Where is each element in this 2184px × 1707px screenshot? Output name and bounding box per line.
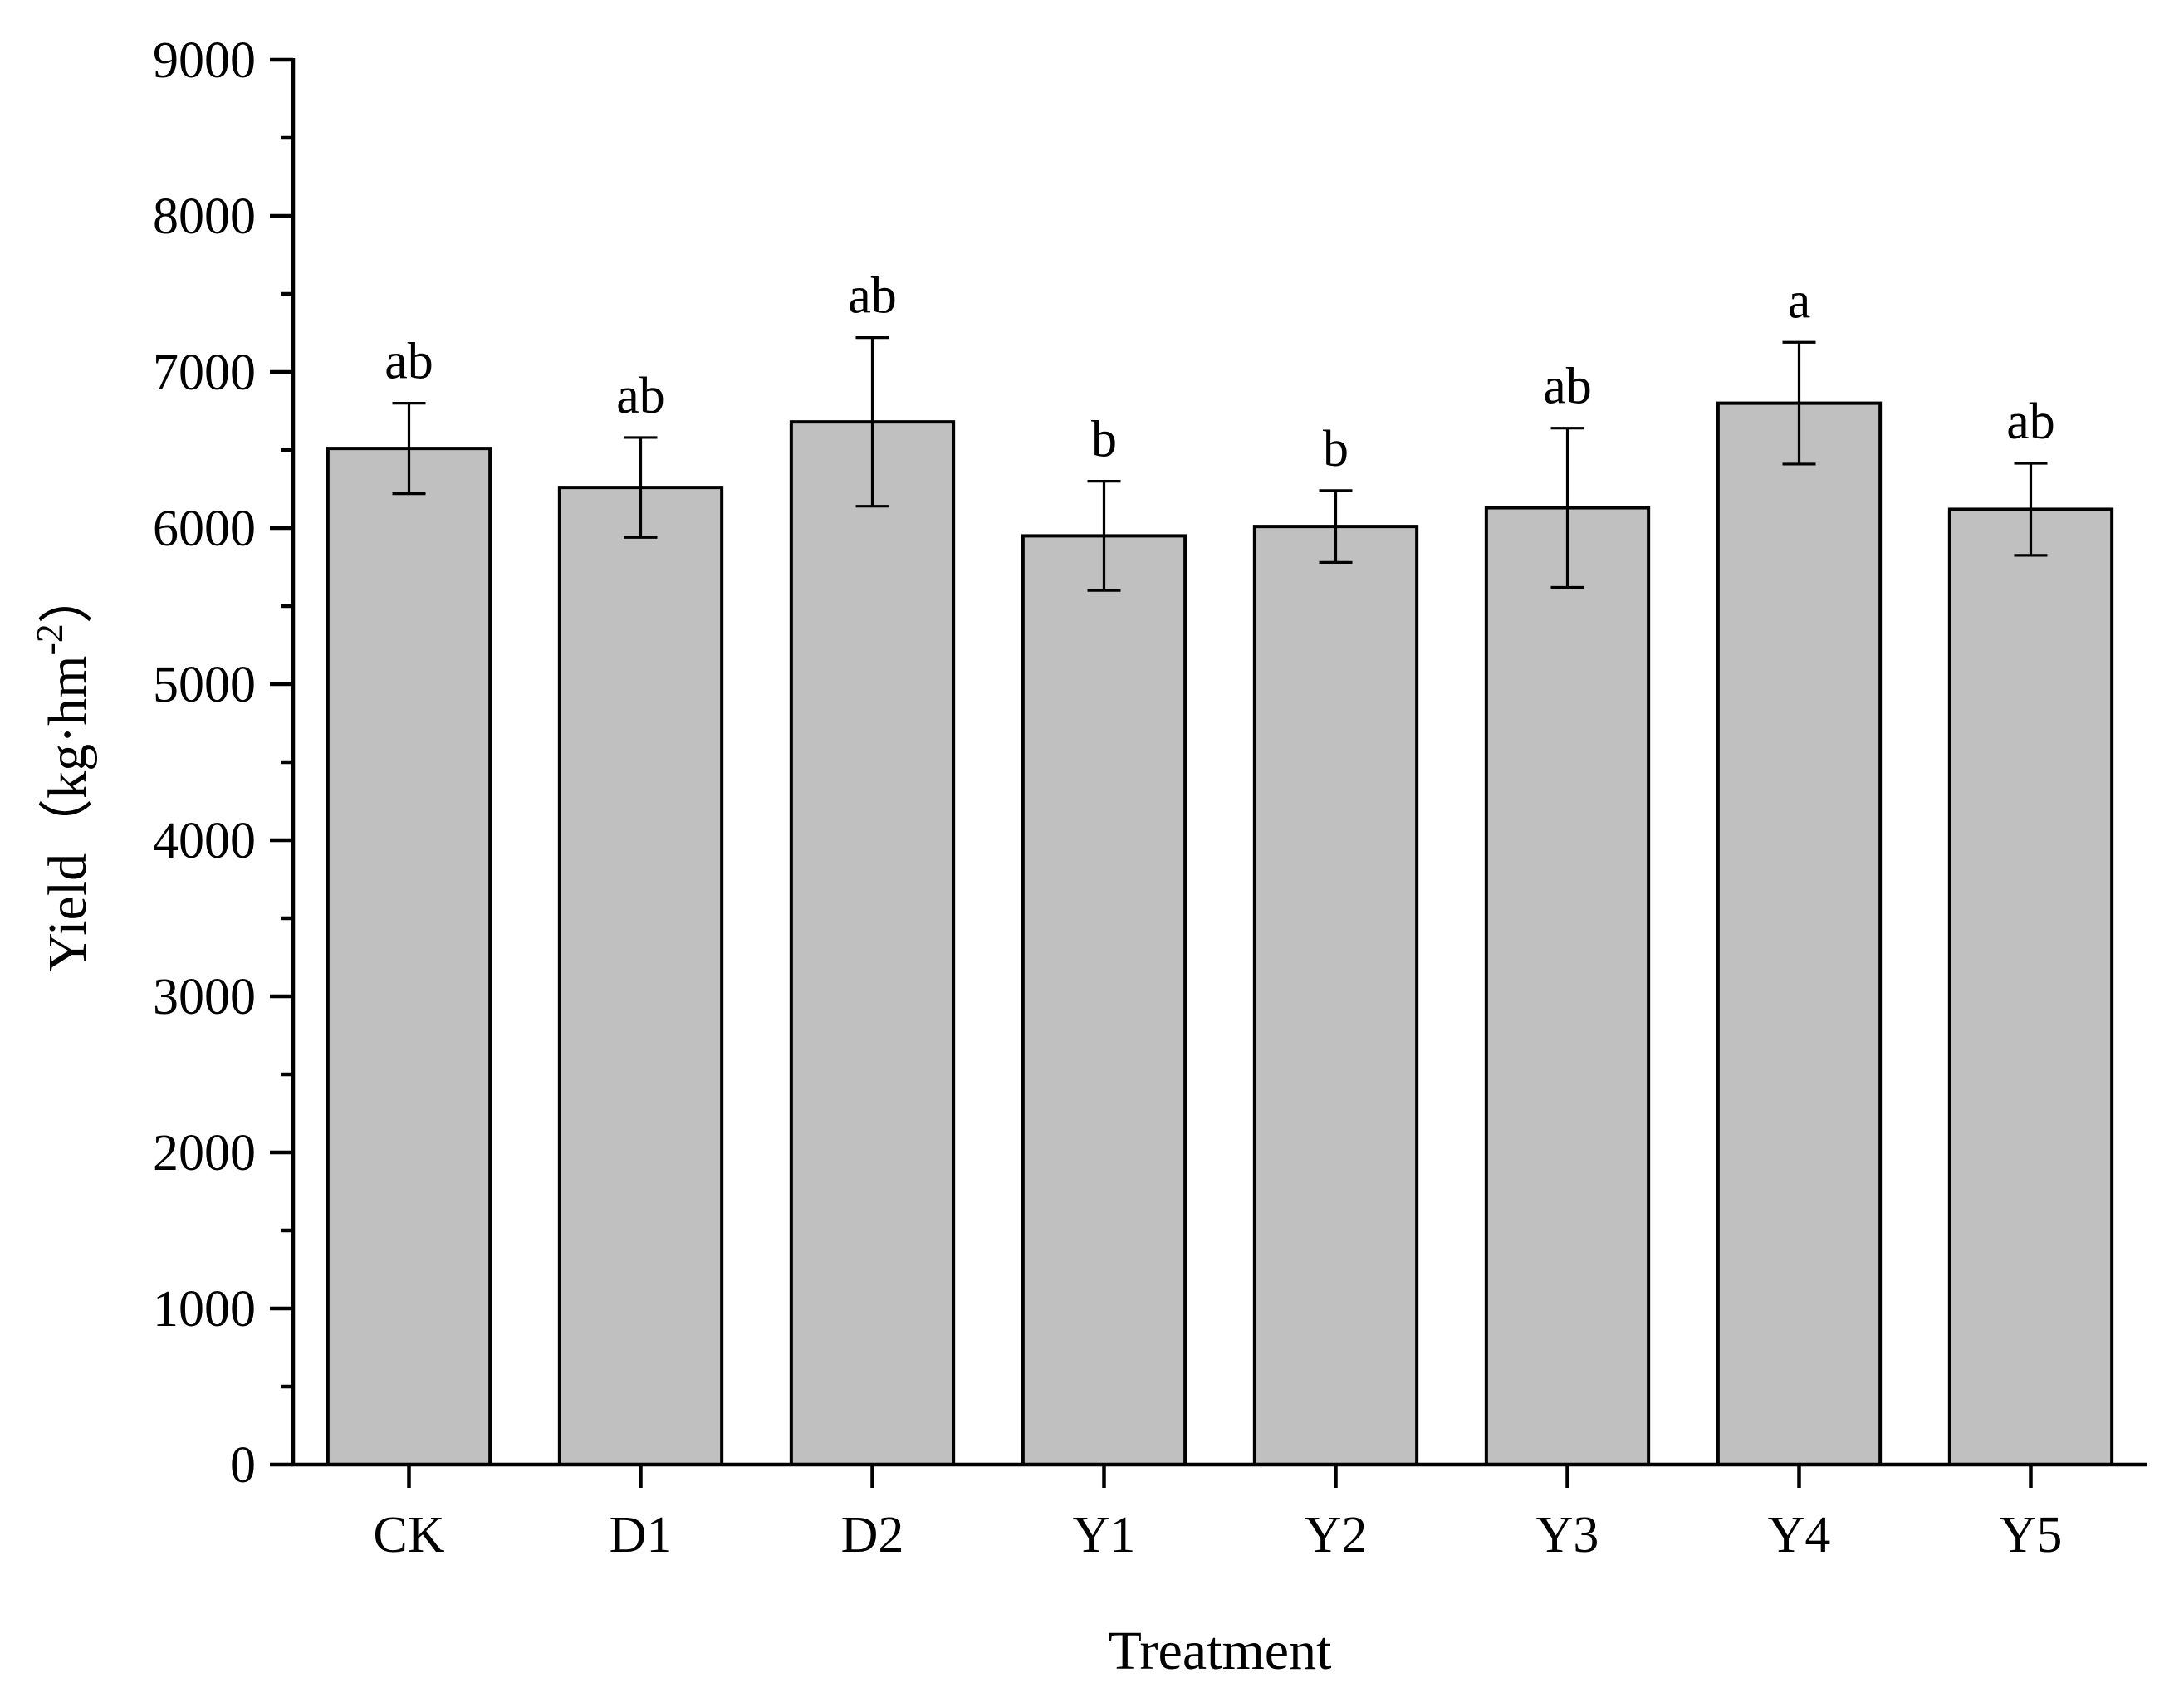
bar-y5 (1947, 507, 2114, 1467)
significance-label-y2: b (1323, 421, 1349, 477)
x-tick-label-y1: Y1 (1073, 1507, 1136, 1563)
bar-y4 (1716, 401, 1883, 1467)
significance-label-d1: ab (616, 368, 665, 424)
y-tick-label: 2000 (153, 1125, 256, 1181)
y-tick-label: 3000 (153, 969, 256, 1025)
y-tick-label: 4000 (153, 813, 256, 869)
x-tick-label-ck: CK (373, 1507, 444, 1563)
bar-y1 (1021, 534, 1187, 1466)
y-tick-label: 1000 (153, 1281, 256, 1338)
bar-y2 (1252, 525, 1419, 1466)
significance-label-y5: ab (2006, 394, 2055, 450)
y-tick-label: 6000 (153, 501, 256, 557)
significance-label-y1: b (1091, 412, 1117, 468)
bar-d1 (557, 486, 724, 1466)
y-tick-label: 9000 (153, 32, 256, 89)
x-tick-label-y5: Y5 (2000, 1507, 2063, 1563)
bar-d2 (789, 420, 956, 1466)
y-axis-title: Yield（kg·hm-2） (28, 569, 98, 972)
significance-label-ck: ab (384, 334, 433, 390)
y-tick-label: 0 (230, 1437, 256, 1494)
y-axis-title-close: ） (37, 569, 98, 624)
bars-layer (326, 401, 2114, 1467)
x-tick-label-y4: Y4 (1768, 1507, 1831, 1563)
error-bars-layer (392, 336, 2048, 592)
y-axis-title-superscript: -2 (28, 624, 71, 655)
x-axis-title: Treatment (1109, 1621, 1332, 1681)
x-tick-label-d2: D2 (841, 1507, 904, 1563)
significance-labels-layer: ab ab ab b b ab a ab (384, 268, 2055, 477)
y-tick-label: 7000 (153, 345, 256, 401)
y-axis-title-main: Yield（kg·hm (37, 656, 98, 972)
y-ticks-layer: 0 1000 2000 3000 4000 5000 6000 7000 8000 9000 (153, 32, 293, 1494)
x-tick-label-y3: Y3 (1536, 1507, 1599, 1563)
x-tick-label-d1: D1 (610, 1507, 673, 1563)
x-tick-label-y2: Y2 (1305, 1507, 1368, 1563)
x-ticks-layer: CK D1 D2 Y1 Y2 Y3 Y4 Y5 (373, 1465, 2062, 1563)
bar-ck (326, 447, 492, 1466)
significance-label-y3: ab (1543, 359, 1592, 415)
y-tick-label: 5000 (153, 657, 256, 713)
significance-label-d2: ab (848, 268, 897, 325)
significance-label-y4: a (1788, 272, 1811, 329)
y-tick-label: 8000 (153, 188, 256, 245)
bar-y3 (1484, 506, 1651, 1466)
